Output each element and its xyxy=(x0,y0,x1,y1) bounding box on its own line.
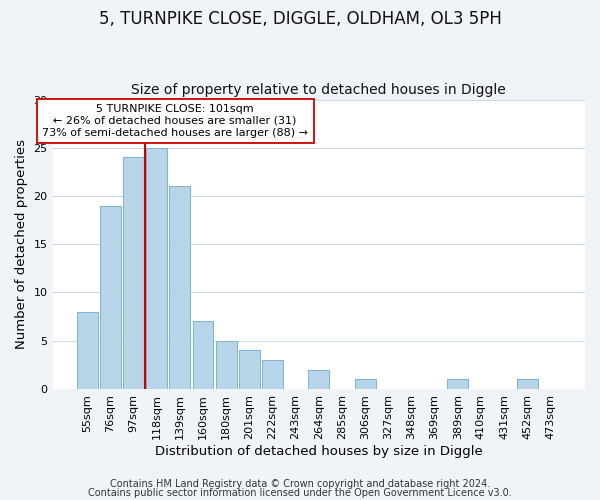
Bar xyxy=(355,380,376,389)
Text: Contains HM Land Registry data © Crown copyright and database right 2024.: Contains HM Land Registry data © Crown c… xyxy=(110,479,490,489)
Text: Contains public sector information licensed under the Open Government Licence v3: Contains public sector information licen… xyxy=(88,488,512,498)
Y-axis label: Number of detached properties: Number of detached properties xyxy=(15,140,28,350)
Bar xyxy=(77,312,98,389)
Text: 5 TURNPIKE CLOSE: 101sqm
← 26% of detached houses are smaller (31)
73% of semi-d: 5 TURNPIKE CLOSE: 101sqm ← 26% of detach… xyxy=(42,104,308,138)
Bar xyxy=(193,322,214,389)
Bar xyxy=(262,360,283,389)
Text: 5, TURNPIKE CLOSE, DIGGLE, OLDHAM, OL3 5PH: 5, TURNPIKE CLOSE, DIGGLE, OLDHAM, OL3 5… xyxy=(98,10,502,28)
Bar xyxy=(123,158,144,389)
Bar xyxy=(216,340,236,389)
Title: Size of property relative to detached houses in Diggle: Size of property relative to detached ho… xyxy=(131,83,506,97)
Bar xyxy=(308,370,329,389)
Bar xyxy=(169,186,190,389)
Bar xyxy=(146,148,167,389)
Bar xyxy=(239,350,260,389)
Bar xyxy=(100,206,121,389)
Bar xyxy=(448,380,468,389)
X-axis label: Distribution of detached houses by size in Diggle: Distribution of detached houses by size … xyxy=(155,444,482,458)
Bar xyxy=(517,380,538,389)
